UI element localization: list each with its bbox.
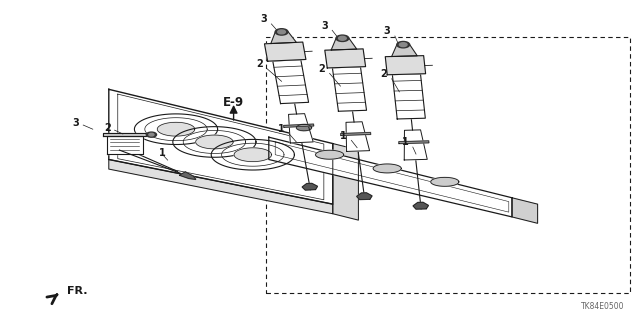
Circle shape bbox=[149, 133, 154, 136]
Text: 3: 3 bbox=[321, 20, 328, 31]
Text: 2: 2 bbox=[319, 63, 325, 74]
Polygon shape bbox=[413, 202, 428, 209]
Polygon shape bbox=[302, 183, 317, 190]
Polygon shape bbox=[173, 127, 256, 157]
Text: 1: 1 bbox=[159, 148, 166, 158]
Polygon shape bbox=[512, 198, 538, 223]
Polygon shape bbox=[404, 130, 428, 160]
Polygon shape bbox=[385, 56, 426, 75]
Polygon shape bbox=[331, 38, 356, 50]
Polygon shape bbox=[392, 44, 417, 56]
Polygon shape bbox=[431, 177, 459, 186]
Text: 3: 3 bbox=[260, 14, 267, 24]
Polygon shape bbox=[296, 124, 312, 131]
Circle shape bbox=[147, 132, 157, 137]
Polygon shape bbox=[234, 148, 271, 162]
Polygon shape bbox=[196, 135, 233, 149]
Circle shape bbox=[399, 43, 407, 47]
Bar bbox=[266, 37, 630, 293]
Polygon shape bbox=[211, 139, 294, 170]
Polygon shape bbox=[109, 89, 333, 204]
Circle shape bbox=[397, 41, 410, 48]
Text: FR.: FR. bbox=[67, 286, 88, 296]
Text: 2: 2 bbox=[381, 69, 387, 79]
Polygon shape bbox=[332, 67, 367, 111]
Polygon shape bbox=[346, 122, 369, 152]
Circle shape bbox=[278, 30, 285, 34]
Polygon shape bbox=[109, 160, 333, 214]
Polygon shape bbox=[179, 172, 196, 179]
Polygon shape bbox=[373, 164, 401, 173]
Polygon shape bbox=[333, 144, 358, 220]
Text: TK84E0500: TK84E0500 bbox=[580, 302, 624, 311]
Polygon shape bbox=[264, 42, 306, 61]
Polygon shape bbox=[325, 49, 365, 68]
Text: E-9: E-9 bbox=[223, 96, 244, 108]
Polygon shape bbox=[284, 124, 314, 127]
Polygon shape bbox=[157, 122, 195, 136]
Text: 2: 2 bbox=[104, 123, 111, 133]
Text: 3: 3 bbox=[384, 26, 390, 36]
Polygon shape bbox=[273, 60, 308, 104]
Polygon shape bbox=[103, 133, 147, 136]
Circle shape bbox=[336, 35, 349, 41]
Polygon shape bbox=[107, 136, 143, 153]
Text: 1: 1 bbox=[340, 130, 347, 141]
Text: 2: 2 bbox=[256, 59, 262, 69]
Polygon shape bbox=[392, 74, 426, 119]
Polygon shape bbox=[399, 141, 429, 144]
Circle shape bbox=[339, 36, 346, 40]
Text: 1: 1 bbox=[278, 124, 285, 134]
Text: 1: 1 bbox=[402, 137, 408, 147]
Polygon shape bbox=[269, 137, 512, 217]
Polygon shape bbox=[316, 150, 344, 159]
Polygon shape bbox=[356, 193, 372, 200]
Circle shape bbox=[275, 29, 288, 35]
Polygon shape bbox=[271, 32, 296, 43]
Polygon shape bbox=[134, 114, 218, 145]
Polygon shape bbox=[340, 132, 371, 136]
Polygon shape bbox=[289, 114, 313, 143]
Text: 3: 3 bbox=[72, 118, 79, 128]
